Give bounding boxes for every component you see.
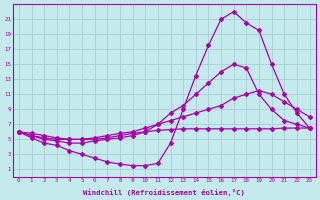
X-axis label: Windchill (Refroidissement éolien,°C): Windchill (Refroidissement éolien,°C) bbox=[83, 189, 245, 196]
